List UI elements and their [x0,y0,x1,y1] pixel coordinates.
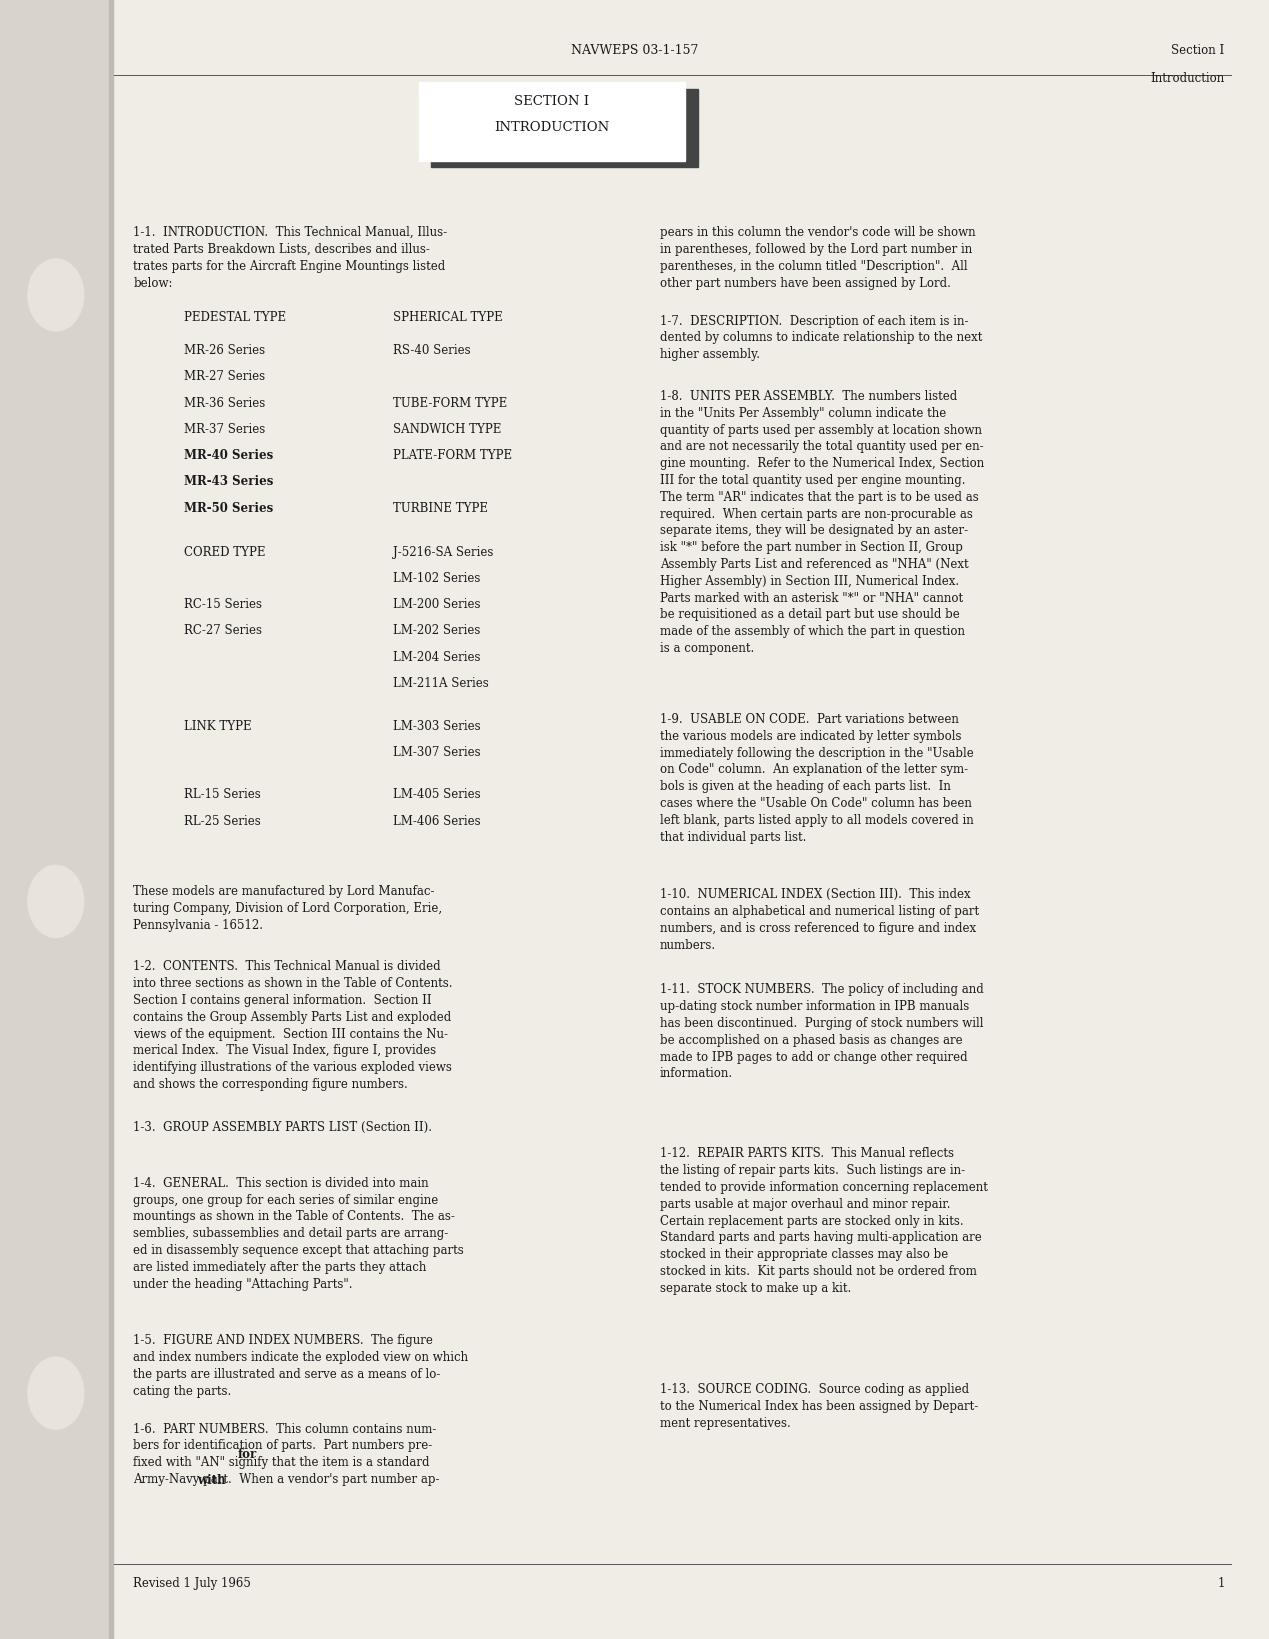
Text: Revised 1 July 1965: Revised 1 July 1965 [133,1577,251,1590]
Text: 1-10.  NUMERICAL INDEX (Section III).  This index
contains an alphabetical and n: 1-10. NUMERICAL INDEX (Section III). Thi… [660,888,978,952]
Text: Introduction: Introduction [1150,72,1225,85]
Text: TURBINE TYPE: TURBINE TYPE [393,502,489,515]
Text: CORED TYPE: CORED TYPE [184,546,265,559]
Text: MR-27 Series: MR-27 Series [184,370,265,384]
Circle shape [28,1357,84,1429]
Text: LM-303 Series: LM-303 Series [393,720,481,733]
Bar [431,89,698,167]
Bar [419,82,685,161]
Text: MR-26 Series: MR-26 Series [184,344,265,357]
Text: LM-102 Series: LM-102 Series [393,572,481,585]
Text: LM-406 Series: LM-406 Series [393,815,481,828]
Text: 1-6.  PART NUMBERS.  This column contains num-
bers for identification of parts.: 1-6. PART NUMBERS. This column contains … [133,1423,440,1487]
Text: LM-211A Series: LM-211A Series [393,677,489,690]
Text: 1: 1 [1217,1577,1225,1590]
Text: LM-202 Series: LM-202 Series [393,624,481,638]
Text: 1-8.  UNITS PER ASSEMBLY.  The numbers listed
in the "Units Per Assembly" column: 1-8. UNITS PER ASSEMBLY. The numbers lis… [660,390,985,656]
Text: 1-5.  FIGURE AND INDEX NUMBERS.  The figure
and index numbers indicate the explo: 1-5. FIGURE AND INDEX NUMBERS. The figur… [133,1334,468,1398]
Text: with: with [197,1475,226,1487]
Text: RL-25 Series: RL-25 Series [184,815,260,828]
Text: 1-3.  GROUP ASSEMBLY PARTS LIST (Section II).: 1-3. GROUP ASSEMBLY PARTS LIST (Section … [133,1121,433,1134]
Text: TUBE-FORM TYPE: TUBE-FORM TYPE [393,397,508,410]
Text: pears in this column the vendor's code will be shown
in parentheses, followed by: pears in this column the vendor's code w… [660,226,976,290]
Text: 1-13.  SOURCE CODING.  Source coding as applied
to the Numerical Index has been : 1-13. SOURCE CODING. Source coding as ap… [660,1383,978,1429]
Text: LM-200 Series: LM-200 Series [393,598,481,611]
Text: RS-40 Series: RS-40 Series [393,344,471,357]
Circle shape [28,865,84,938]
Text: 1-2.  CONTENTS.  This Technical Manual is divided
into three sections as shown i: 1-2. CONTENTS. This Technical Manual is … [133,960,453,1092]
Text: SANDWICH TYPE: SANDWICH TYPE [393,423,501,436]
Bar [0,0,112,1639]
Text: J-5216-SA Series: J-5216-SA Series [393,546,494,559]
Text: 1-7.  DESCRIPTION.  Description of each item is in-
dented by columns to indicat: 1-7. DESCRIPTION. Description of each it… [660,315,982,361]
Text: MR-40 Series: MR-40 Series [184,449,273,462]
Text: RC-27 Series: RC-27 Series [184,624,261,638]
Text: 1-9.  USABLE ON CODE.  Part variations between
the various models are indicated : 1-9. USABLE ON CODE. Part variations bet… [660,713,973,844]
Text: 1-4.  GENERAL.  This section is divided into main
groups, one group for each ser: 1-4. GENERAL. This section is divided in… [133,1177,464,1290]
Text: SECTION I: SECTION I [514,95,590,108]
Text: Section I: Section I [1171,44,1225,57]
Text: PEDESTAL TYPE: PEDESTAL TYPE [184,311,286,325]
Text: INTRODUCTION: INTRODUCTION [495,121,609,134]
Text: LM-307 Series: LM-307 Series [393,746,481,759]
Text: 1-11.  STOCK NUMBERS.  The policy of including and
up-dating stock number inform: 1-11. STOCK NUMBERS. The policy of inclu… [660,983,983,1080]
Text: MR-37 Series: MR-37 Series [184,423,265,436]
Text: NAVWEPS 03-1-157: NAVWEPS 03-1-157 [571,44,698,57]
Text: LM-204 Series: LM-204 Series [393,651,481,664]
Text: LM-405 Series: LM-405 Series [393,788,481,801]
Text: MR-43 Series: MR-43 Series [184,475,273,488]
Bar [109,0,113,1639]
Text: 1-1.  INTRODUCTION.  This Technical Manual, Illus-
trated Parts Breakdown Lists,: 1-1. INTRODUCTION. This Technical Manual… [133,226,448,290]
Text: PLATE-FORM TYPE: PLATE-FORM TYPE [393,449,513,462]
Text: MR-36 Series: MR-36 Series [184,397,265,410]
Text: 1-12.  REPAIR PARTS KITS.  This Manual reflects
the listing of repair parts kits: 1-12. REPAIR PARTS KITS. This Manual ref… [660,1147,987,1295]
Text: These models are manufactured by Lord Manufac-
turing Company, Division of Lord : These models are manufactured by Lord Ma… [133,885,443,931]
Text: RL-15 Series: RL-15 Series [184,788,260,801]
Text: SPHERICAL TYPE: SPHERICAL TYPE [393,311,503,325]
Text: for: for [237,1449,256,1460]
Text: MR-50 Series: MR-50 Series [184,502,273,515]
Text: LINK TYPE: LINK TYPE [184,720,251,733]
Circle shape [28,259,84,331]
Text: RC-15 Series: RC-15 Series [184,598,261,611]
